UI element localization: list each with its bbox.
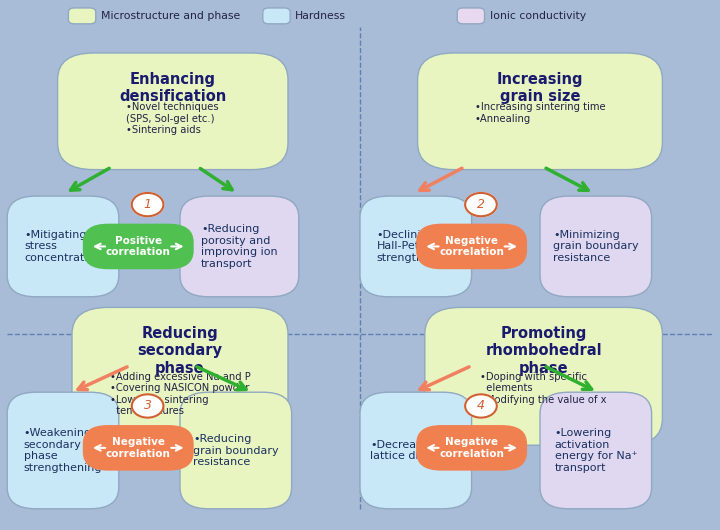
FancyBboxPatch shape xyxy=(416,224,527,269)
Text: •Doping with specific
  elements
•Modifying the value of x: •Doping with specific elements •Modifyin… xyxy=(480,372,607,405)
Text: Negative
correlation: Negative correlation xyxy=(439,236,504,257)
FancyBboxPatch shape xyxy=(7,392,119,509)
Text: •Lowering
activation
energy for Na⁺
transport: •Lowering activation energy for Na⁺ tran… xyxy=(554,428,637,473)
FancyBboxPatch shape xyxy=(416,425,527,471)
Text: Microstructure and phase: Microstructure and phase xyxy=(101,11,240,21)
FancyBboxPatch shape xyxy=(360,392,472,509)
Text: •Adding excessive Na and P
•Covering NASICON powder
•Lowering sintering
  temper: •Adding excessive Na and P •Covering NAS… xyxy=(109,372,251,417)
Text: 2: 2 xyxy=(477,198,485,211)
Text: 1: 1 xyxy=(143,198,152,211)
Text: •Increasing sintering time
•Annealing: •Increasing sintering time •Annealing xyxy=(474,102,606,124)
Text: •Mitigating
stress
concentration: •Mitigating stress concentration xyxy=(24,230,102,263)
FancyBboxPatch shape xyxy=(360,196,472,297)
Circle shape xyxy=(465,394,497,418)
Text: •Novel techniques
(SPS, Sol-gel etc.)
•Sintering aids: •Novel techniques (SPS, Sol-gel etc.) •S… xyxy=(127,102,219,136)
Circle shape xyxy=(132,394,163,418)
Text: Positive
correlation: Positive correlation xyxy=(106,236,171,257)
FancyBboxPatch shape xyxy=(72,307,288,445)
Text: •Reducing
porosity and
improving ion
transport: •Reducing porosity and improving ion tra… xyxy=(201,224,278,269)
FancyBboxPatch shape xyxy=(418,53,662,170)
FancyBboxPatch shape xyxy=(58,53,288,170)
FancyBboxPatch shape xyxy=(425,307,662,445)
FancyBboxPatch shape xyxy=(83,425,194,471)
FancyBboxPatch shape xyxy=(180,392,292,509)
FancyBboxPatch shape xyxy=(540,392,652,509)
Text: Hardness: Hardness xyxy=(295,11,346,21)
Circle shape xyxy=(465,193,497,216)
Text: 3: 3 xyxy=(143,400,152,412)
Text: Promoting
rhombohedral
phase: Promoting rhombohedral phase xyxy=(485,326,602,376)
FancyBboxPatch shape xyxy=(7,196,119,297)
Text: Negative
correlation: Negative correlation xyxy=(439,437,504,458)
FancyBboxPatch shape xyxy=(263,8,290,24)
FancyBboxPatch shape xyxy=(540,196,652,297)
Text: 4: 4 xyxy=(477,400,485,412)
Text: Ionic conductivity: Ionic conductivity xyxy=(490,11,586,21)
Text: Reducing
secondary
phase: Reducing secondary phase xyxy=(138,326,222,376)
FancyBboxPatch shape xyxy=(83,224,194,269)
Text: Enhancing
densification: Enhancing densification xyxy=(120,72,226,104)
Text: Increasing
grain size: Increasing grain size xyxy=(497,72,583,104)
Text: •Minimizing
grain boundary
resistance: •Minimizing grain boundary resistance xyxy=(553,230,639,263)
FancyBboxPatch shape xyxy=(68,8,96,24)
Text: •Declining
Hall-Petch
strengthening: •Declining Hall-Petch strengthening xyxy=(377,230,455,263)
Text: •Reducing
grain boundary
resistance: •Reducing grain boundary resistance xyxy=(193,434,279,467)
Circle shape xyxy=(132,193,163,216)
Text: •Decreasing
lattice distortion: •Decreasing lattice distortion xyxy=(370,440,462,461)
Text: •Weakening
secondary
phase
strengthening: •Weakening secondary phase strengthening xyxy=(24,428,102,473)
FancyBboxPatch shape xyxy=(457,8,485,24)
Text: Negative
correlation: Negative correlation xyxy=(106,437,171,458)
FancyBboxPatch shape xyxy=(180,196,299,297)
